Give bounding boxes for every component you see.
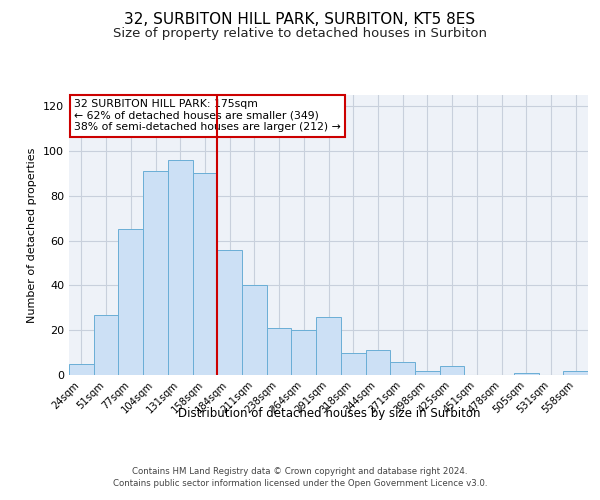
Bar: [415, 370, 440, 375]
Text: 32 SURBITON HILL PARK: 175sqm
← 62% of detached houses are smaller (349)
38% of : 32 SURBITON HILL PARK: 175sqm ← 62% of d…: [74, 99, 341, 132]
Bar: [217, 250, 242, 375]
Bar: [341, 352, 365, 375]
Bar: [94, 314, 118, 375]
Bar: [69, 364, 94, 375]
Bar: [168, 160, 193, 375]
Bar: [267, 328, 292, 375]
Text: Contains HM Land Registry data © Crown copyright and database right 2024.: Contains HM Land Registry data © Crown c…: [132, 468, 468, 476]
Text: Distribution of detached houses by size in Surbiton: Distribution of detached houses by size …: [178, 408, 480, 420]
Bar: [563, 370, 588, 375]
Bar: [316, 317, 341, 375]
Bar: [292, 330, 316, 375]
Bar: [365, 350, 390, 375]
Bar: [118, 230, 143, 375]
Bar: [242, 286, 267, 375]
Text: 32, SURBITON HILL PARK, SURBITON, KT5 8ES: 32, SURBITON HILL PARK, SURBITON, KT5 8E…: [124, 12, 476, 28]
Bar: [143, 171, 168, 375]
Bar: [390, 362, 415, 375]
Bar: [193, 174, 217, 375]
Bar: [514, 373, 539, 375]
Text: Contains public sector information licensed under the Open Government Licence v3: Contains public sector information licen…: [113, 479, 487, 488]
Bar: [440, 366, 464, 375]
Y-axis label: Number of detached properties: Number of detached properties: [28, 148, 37, 322]
Text: Size of property relative to detached houses in Surbiton: Size of property relative to detached ho…: [113, 28, 487, 40]
